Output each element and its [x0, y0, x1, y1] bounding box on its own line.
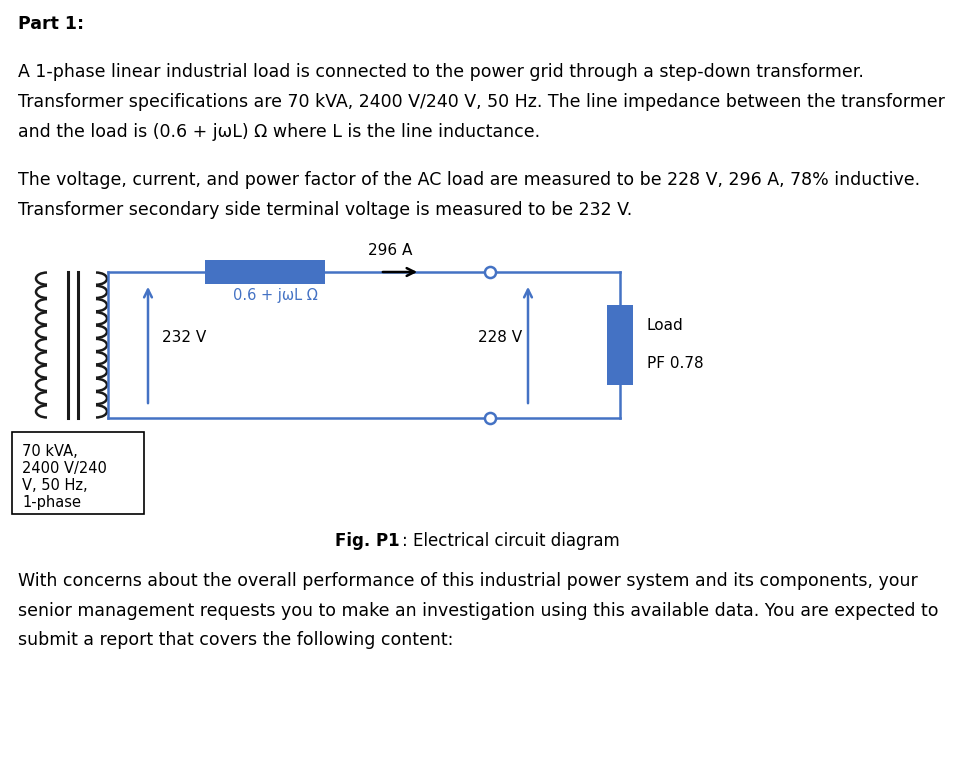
Text: 0.6 + jωL Ω: 0.6 + jωL Ω: [233, 288, 318, 303]
Text: 296 A: 296 A: [367, 243, 412, 258]
Text: Load: Load: [647, 318, 683, 333]
Text: Fig. P1: Fig. P1: [335, 532, 400, 550]
Text: 70 kVA,: 70 kVA,: [22, 444, 78, 459]
FancyBboxPatch shape: [12, 432, 144, 514]
Text: Transformer secondary side terminal voltage is measured to be 232 V.: Transformer secondary side terminal volt…: [18, 201, 633, 219]
Text: Transformer specifications are 70 kVA, 2400 V/240 V, 50 Hz. The line impedance b: Transformer specifications are 70 kVA, 2…: [18, 93, 945, 111]
Text: : Electrical circuit diagram: : Electrical circuit diagram: [402, 532, 620, 550]
Text: submit a report that covers the following content:: submit a report that covers the followin…: [18, 632, 454, 649]
Text: A 1-phase linear industrial load is connected to the power grid through a step-d: A 1-phase linear industrial load is conn…: [18, 63, 864, 81]
Text: 1-phase: 1-phase: [22, 495, 81, 510]
Text: 2400 V/240: 2400 V/240: [22, 461, 107, 476]
Text: PF 0.78: PF 0.78: [647, 356, 703, 371]
Text: Part 1:: Part 1:: [18, 15, 84, 33]
Text: V, 50 Hz,: V, 50 Hz,: [22, 478, 88, 493]
Text: 232 V: 232 V: [162, 330, 207, 344]
Text: With concerns about the overall performance of this industrial power system and : With concerns about the overall performa…: [18, 572, 918, 590]
Text: senior management requests you to make an investigation using this available dat: senior management requests you to make a…: [18, 602, 939, 619]
Bar: [607, 305, 633, 385]
Bar: [205, 260, 325, 284]
Text: The voltage, current, and power factor of the AC load are measured to be 228 V, : The voltage, current, and power factor o…: [18, 171, 920, 189]
Text: and the load is (0.6 + jωL) Ω where L is the line inductance.: and the load is (0.6 + jωL) Ω where L is…: [18, 123, 540, 141]
Text: 228 V: 228 V: [478, 330, 522, 344]
